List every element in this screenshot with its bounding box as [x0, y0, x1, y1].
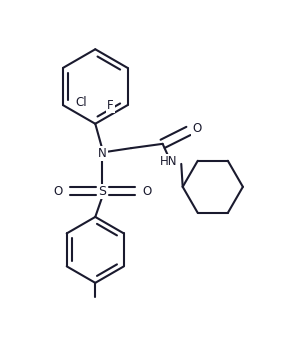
Text: O: O [142, 185, 151, 198]
Text: F: F [107, 99, 114, 112]
Text: O: O [53, 185, 63, 198]
Text: HN: HN [160, 155, 177, 168]
Text: S: S [98, 185, 107, 198]
Text: O: O [192, 121, 202, 135]
Text: Cl: Cl [76, 96, 88, 109]
Text: N: N [98, 147, 107, 160]
